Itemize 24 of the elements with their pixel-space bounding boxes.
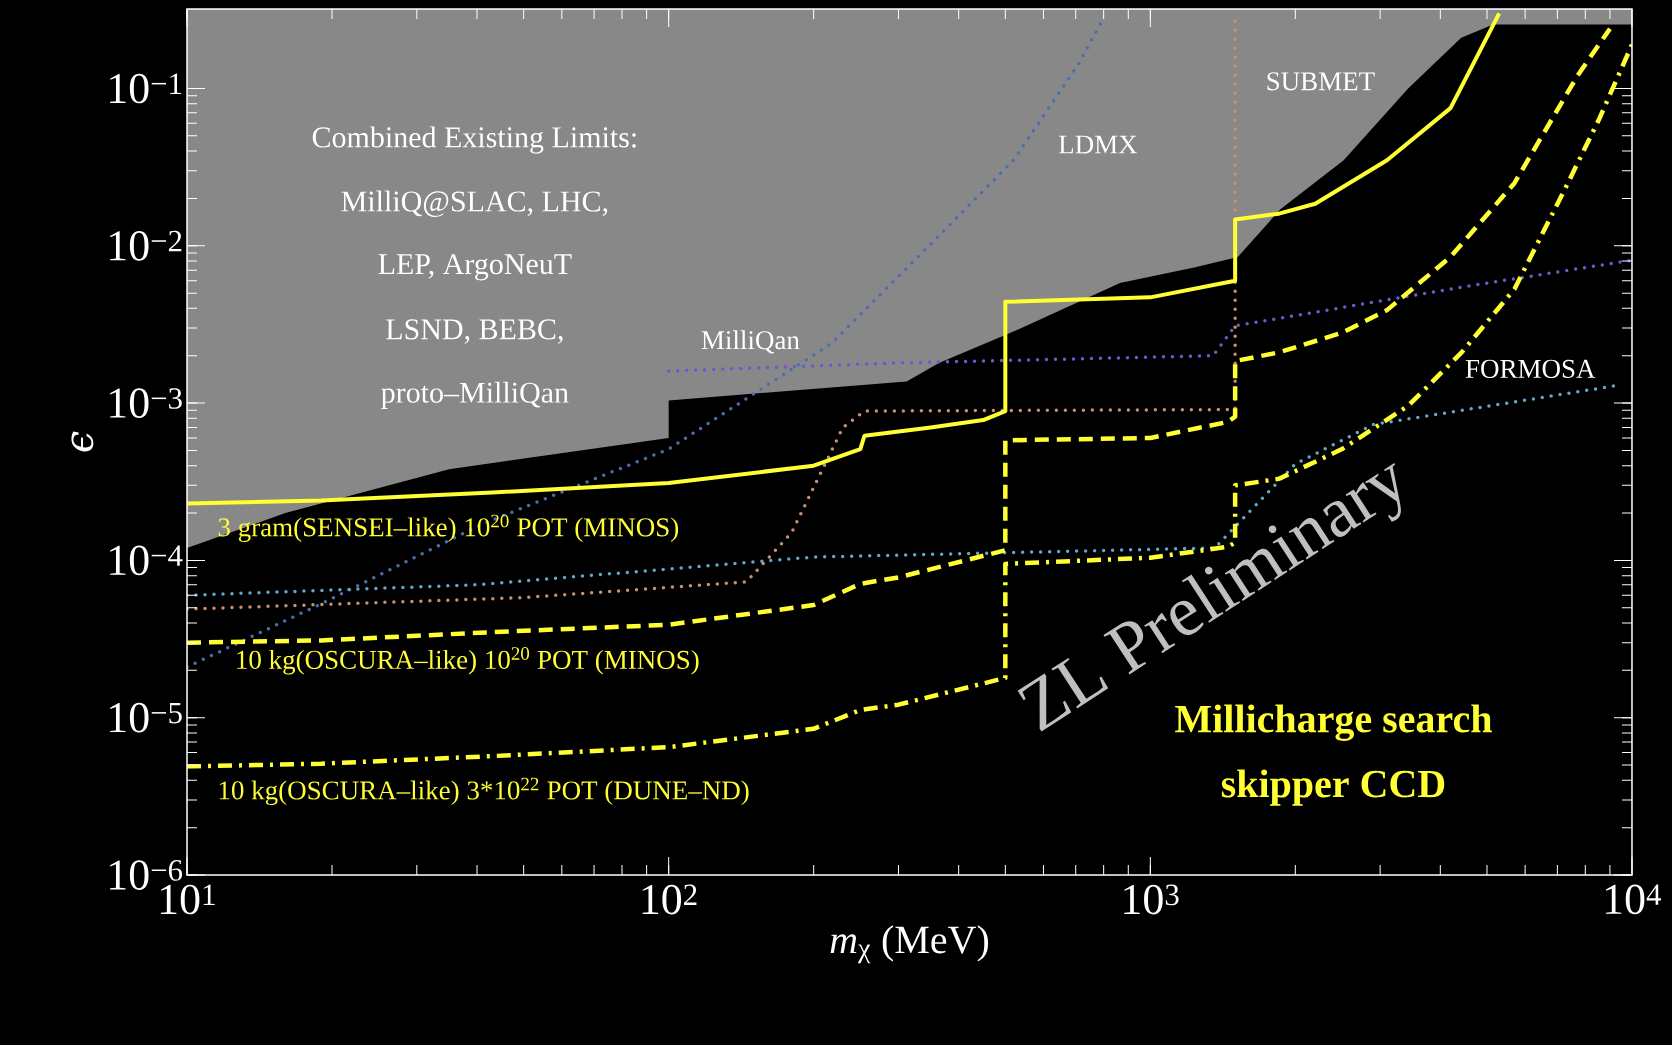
annotation: proto–MilliQan xyxy=(381,381,569,409)
series-label: LDMX xyxy=(1058,135,1138,154)
y-tick-label: 10$^{−2}$ xyxy=(110,230,182,261)
y-tick-label: 10$^{−5}$ xyxy=(110,702,182,733)
series-label: SUBMET xyxy=(1267,72,1375,91)
series-label: 10 kg(OSCURA–like) 3*10$^{22}$ POT (DUNE–ND) xyxy=(219,777,749,806)
x-tick-label: 10$^{3}$ xyxy=(1124,884,1179,915)
x-tick-label: 10$^{4}$ xyxy=(1605,884,1661,915)
x-tick-label: 10$^{2}$ xyxy=(642,884,697,915)
y-tick-label: 10$^{−4}$ xyxy=(110,545,183,576)
series-label: 3 gram(SENSEI–like) 10$^{20}$ POT (MINOS) xyxy=(218,514,679,543)
annotation: Combined Existing Limits: xyxy=(312,126,636,154)
annotation: LSND, BEBC, xyxy=(386,319,563,344)
annotation: skipper CCD xyxy=(1221,769,1445,806)
x-axis-title: m$_{χ}$ (MeV) xyxy=(830,925,989,964)
y-tick-label: 10$^{−1}$ xyxy=(110,73,182,104)
annotation: MilliQ@SLAC, LHC, xyxy=(341,190,608,218)
series-label: MilliQan xyxy=(701,330,800,354)
y-tick-label: 10$^{−3}$ xyxy=(110,388,182,418)
series-label: 10 kg(OSCURA–like) 10$^{20}$ POT (MINOS) xyxy=(237,647,699,675)
annotation: Millicharge search xyxy=(1175,704,1492,741)
annotation: LEP, ArgoNeuT xyxy=(378,254,572,281)
y-axis-title: ϵ xyxy=(71,431,94,452)
series-label: FORMOSA xyxy=(1465,359,1596,378)
